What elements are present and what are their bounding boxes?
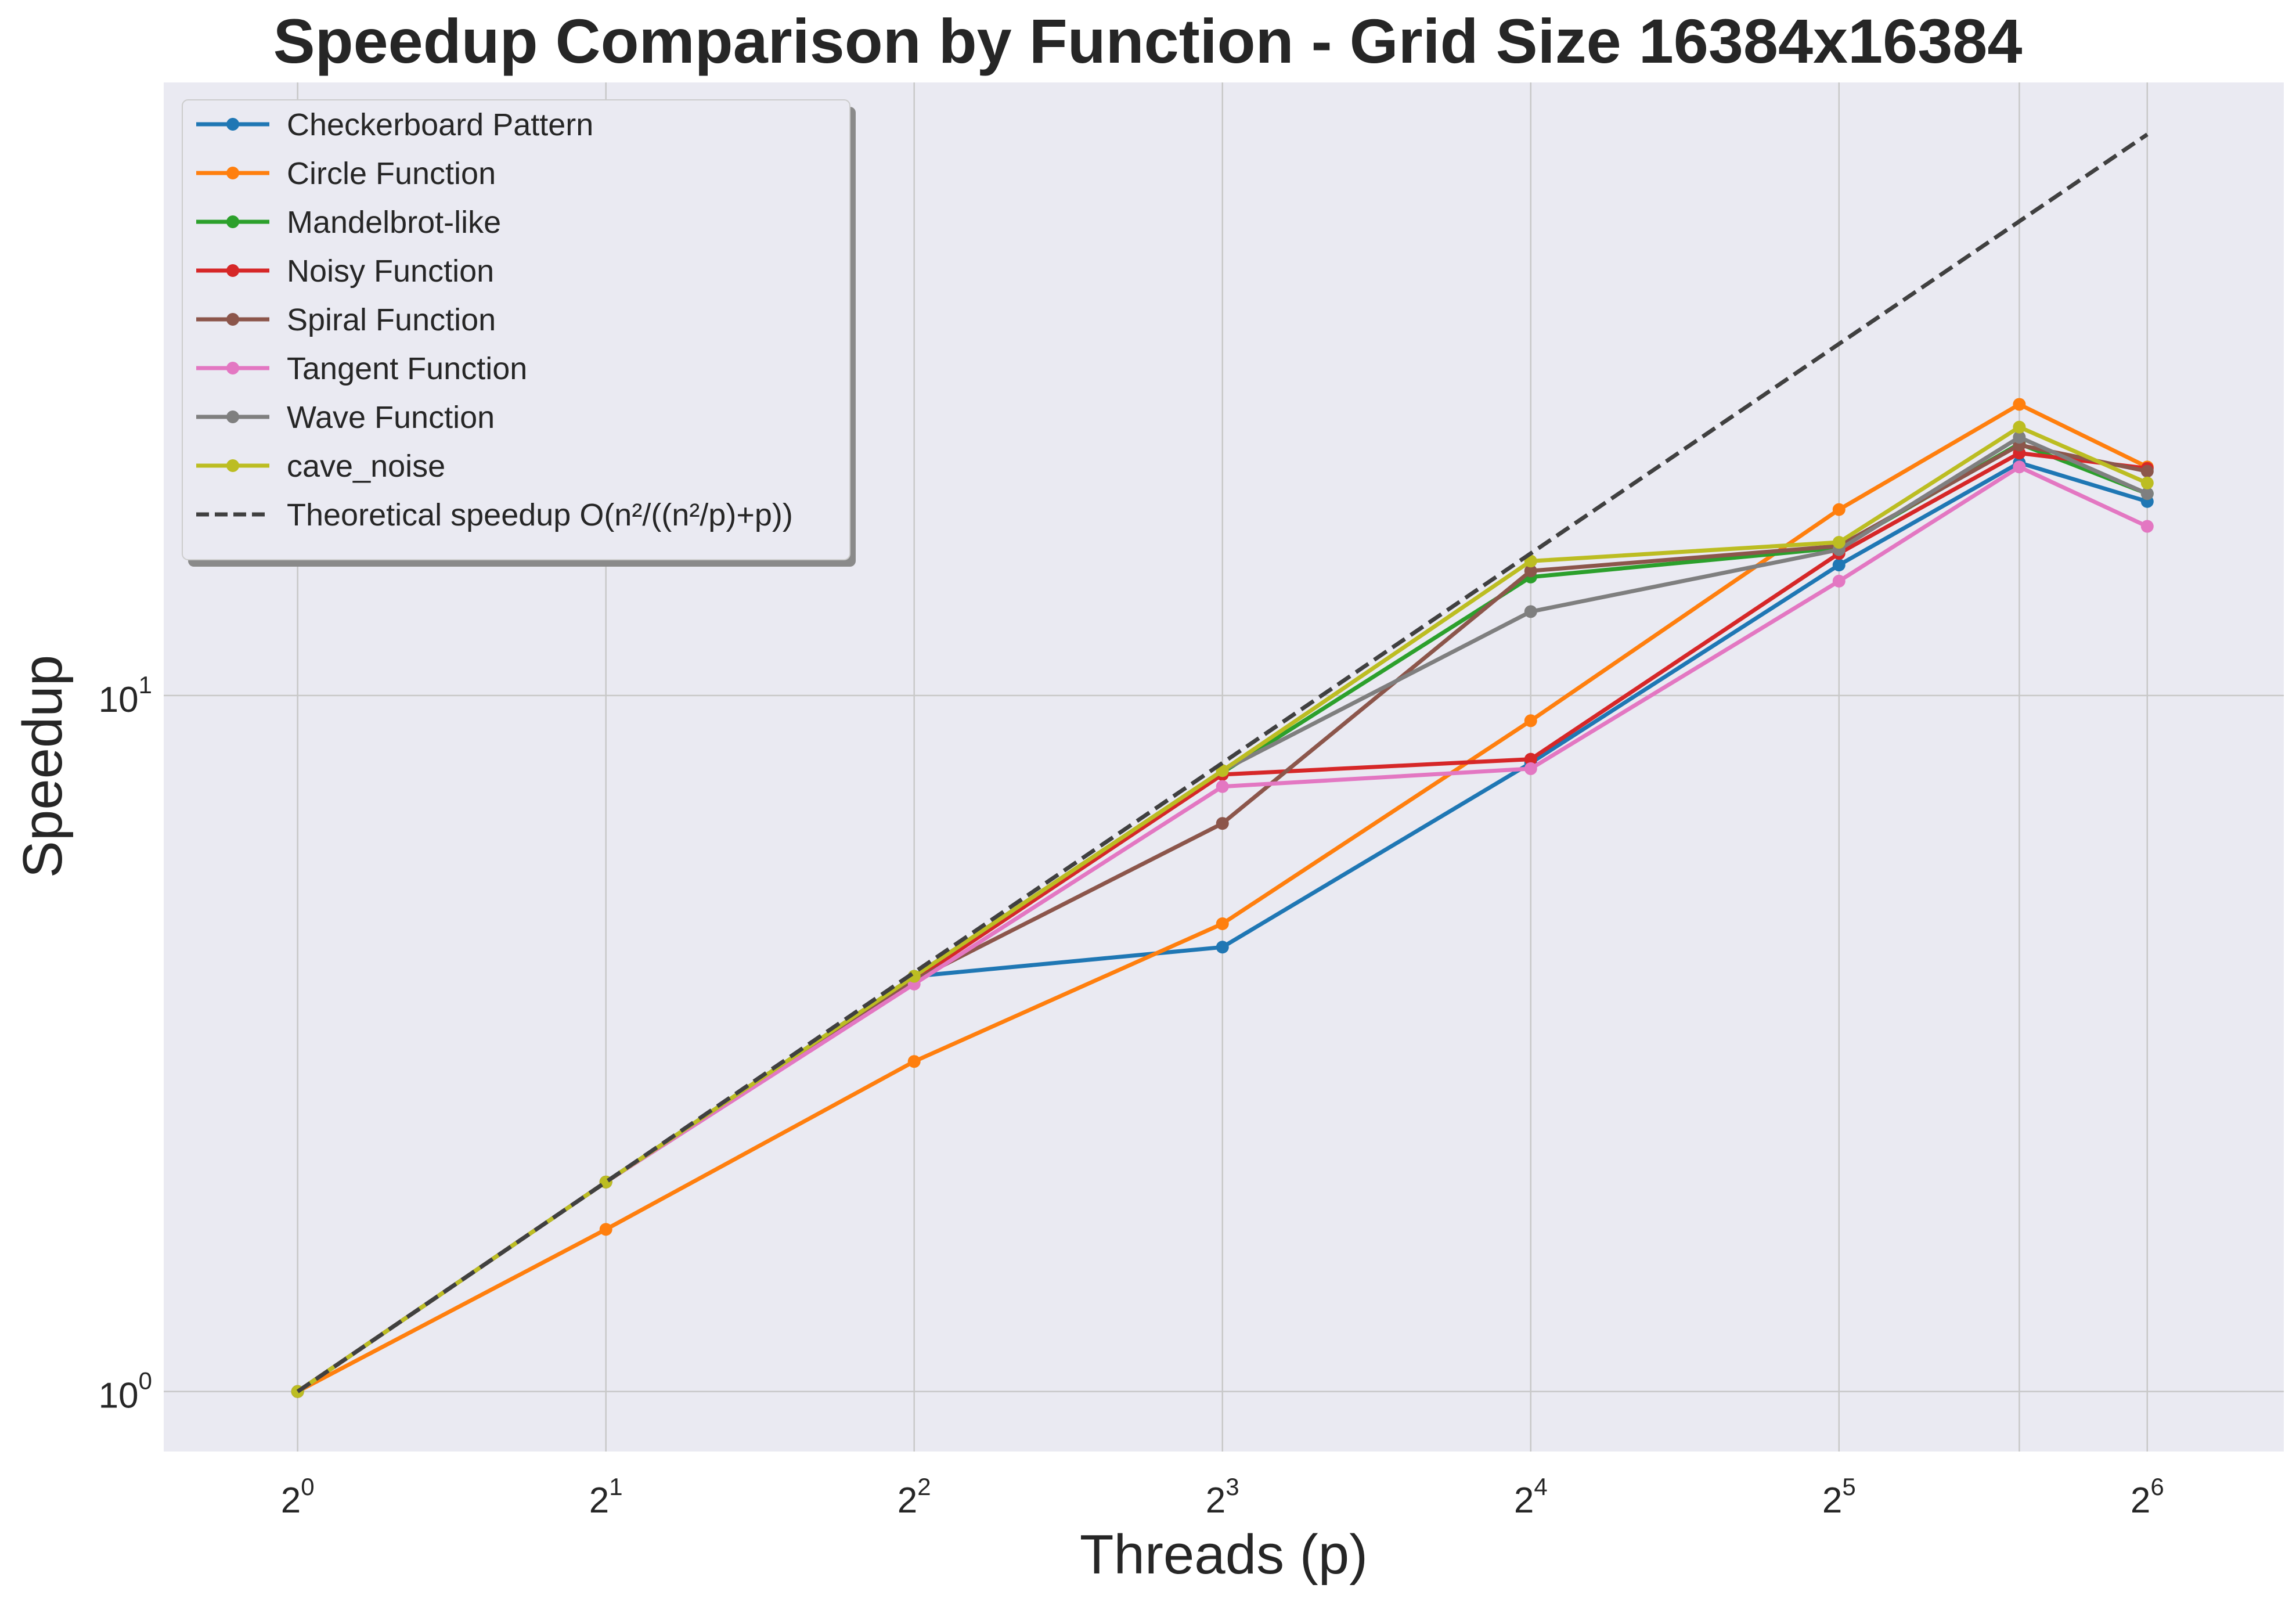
x-tick-label: 21: [589, 1473, 623, 1521]
data-point: [1524, 714, 1537, 728]
data-point: [1216, 817, 1229, 830]
data-point: [2140, 520, 2154, 533]
x-tick-label: 26: [2131, 1473, 2164, 1521]
legend-label: Tangent Function: [287, 351, 527, 386]
data-point: [1832, 574, 1846, 588]
legend-marker: [226, 410, 239, 423]
series-cave-noise: [291, 420, 2154, 1398]
data-point: [1524, 605, 1537, 618]
data-point: [2140, 464, 2154, 478]
data-point: [1216, 941, 1229, 954]
legend-marker: [226, 362, 239, 374]
legend-box: [182, 99, 850, 560]
legend-marker: [226, 167, 239, 179]
chart-title: Speedup Comparison by Function - Grid Si…: [273, 6, 2023, 76]
legend-marker: [226, 459, 239, 472]
data-point: [1524, 762, 1537, 775]
data-point: [2013, 460, 2026, 474]
legend: Checkerboard Pattern Circle Function Mande…: [182, 99, 856, 567]
grid-lines: [164, 82, 2284, 1452]
data-point: [1524, 752, 1537, 766]
x-tick-label: 23: [1206, 1473, 1239, 1521]
legend-label: Wave Function: [287, 400, 495, 435]
legend-label: Checkerboard Pattern: [287, 107, 593, 142]
data-point: [907, 1055, 921, 1068]
legend-label: Circle Function: [287, 156, 496, 191]
x-tick-label: 20: [281, 1473, 315, 1521]
legend-marker: [226, 215, 239, 228]
data-point: [1216, 780, 1229, 793]
legend-label: cave_noise: [287, 449, 445, 484]
data-point: [599, 1223, 612, 1236]
theoretical-speedup-line: [296, 132, 2149, 1393]
data-point: [2013, 431, 2026, 444]
series-lines: [291, 132, 2154, 1398]
legend-label: Noisy Function: [287, 254, 494, 289]
y-tick-label: 101: [99, 671, 152, 720]
x-tick-label: 22: [898, 1473, 931, 1521]
data-point: [2140, 476, 2154, 489]
legend-marker: [226, 118, 239, 131]
x-tick-label: 25: [1822, 1473, 1856, 1521]
legend-label: Mandelbrot-like: [287, 205, 501, 240]
x-axis-label: Threads (p): [1080, 1524, 1368, 1586]
legend-marker: [226, 264, 239, 277]
data-point: [1524, 564, 1537, 578]
series-line: [297, 402, 2149, 1393]
data-point: [1832, 503, 1846, 516]
x-tick-label: 24: [1514, 1473, 1548, 1521]
data-point: [1832, 559, 1846, 572]
data-point: [2013, 398, 2026, 411]
legend-label: Theoretical speedup O(n²/((n²/p)+p)): [287, 498, 793, 532]
data-point: [2140, 487, 2154, 500]
data-point: [1216, 917, 1229, 930]
y-tick-label: 100: [99, 1367, 152, 1416]
data-point: [1832, 536, 1846, 549]
legend-label: Spiral Function: [287, 302, 496, 337]
tick-labels: 20 21 22 23 24 25 26 100 101: [99, 671, 2164, 1521]
legend-marker: [226, 313, 239, 326]
series-line: [296, 425, 2149, 1393]
data-point: [2013, 420, 2026, 434]
y-axis-label: Speedup: [12, 655, 74, 878]
